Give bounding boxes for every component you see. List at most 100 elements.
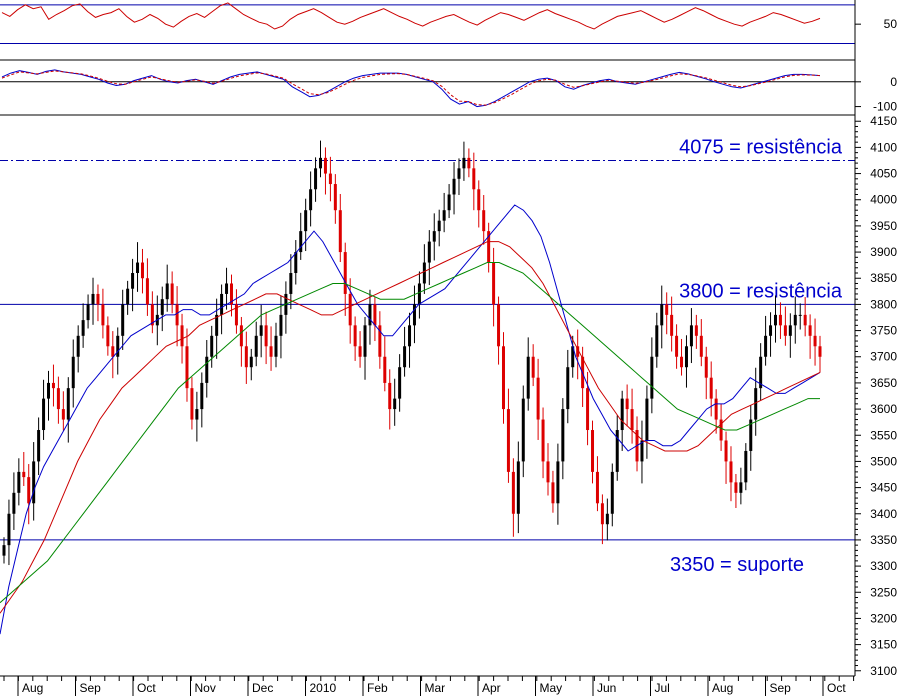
candle-body — [561, 409, 565, 462]
price-tick-label: 3500 — [870, 454, 897, 468]
candle-body — [170, 283, 174, 305]
candle-body — [645, 398, 649, 441]
candle-body — [210, 335, 214, 357]
candle-body — [368, 304, 372, 326]
candle-body — [338, 210, 342, 253]
candle-body — [121, 304, 125, 336]
candle-body — [383, 356, 387, 383]
candle-body — [467, 157, 471, 169]
x-tick-label: Apr — [482, 681, 501, 695]
moving-average-line — [0, 241, 821, 614]
candle-body — [615, 430, 619, 472]
candle-body — [12, 492, 16, 514]
candle-body — [244, 346, 248, 368]
candle-body — [600, 503, 604, 525]
guide-line-label: 4075 = resistência — [679, 136, 843, 158]
candle-body — [61, 409, 65, 420]
candle-body — [289, 273, 293, 294]
candle-body — [551, 482, 555, 504]
price-tick-label: 4100 — [870, 140, 897, 154]
candle-body — [264, 325, 268, 347]
candle-body — [22, 471, 26, 478]
candle-body — [403, 346, 407, 368]
candle-body — [437, 220, 441, 232]
candle-body — [47, 382, 51, 399]
candle-body — [482, 210, 486, 232]
candle-body — [595, 471, 599, 504]
x-tick-label: Dec — [252, 681, 273, 695]
candle-body — [32, 461, 36, 504]
x-tick-label: Feb — [367, 681, 388, 695]
candle-body — [586, 388, 590, 431]
candle-body — [605, 513, 609, 525]
candle-body — [304, 210, 308, 232]
candle-body — [373, 304, 377, 326]
candle-body — [492, 262, 496, 305]
osc-top-series-line — [1, 2, 821, 30]
candle-body — [309, 189, 313, 211]
candle-body — [452, 178, 456, 195]
candle-body — [333, 184, 337, 211]
price-tick-label: 4050 — [870, 167, 897, 181]
candle-body — [432, 231, 436, 242]
candle-body — [640, 440, 644, 462]
candle-body — [27, 477, 31, 504]
candle-body — [620, 398, 624, 431]
candle-body — [813, 335, 817, 347]
candle-body — [719, 419, 723, 441]
candle-body — [536, 377, 540, 420]
candle-body — [7, 513, 11, 546]
candle-body — [759, 356, 763, 389]
candle-body — [778, 314, 782, 326]
price-tick-label: 3700 — [870, 350, 897, 364]
price-tick-label: 3300 — [870, 559, 897, 573]
candle-body — [126, 288, 130, 305]
candle-body — [106, 325, 110, 347]
candle-body — [140, 262, 144, 279]
candle-body — [220, 293, 224, 315]
candle-body — [66, 388, 70, 420]
candle-body — [145, 278, 149, 305]
candle-body — [279, 314, 283, 336]
oscillator-top-panel: 50 — [0, 2, 897, 61]
candle-body — [516, 461, 520, 514]
candle-body — [546, 461, 550, 483]
candle-body — [101, 304, 105, 326]
price-tick-label: 3350 — [870, 533, 897, 547]
candle-body — [675, 335, 679, 357]
candle-body — [818, 346, 822, 357]
candle-body — [76, 335, 80, 357]
candle-body — [764, 335, 768, 357]
x-tick-label: Oct — [137, 681, 156, 695]
candle-body — [680, 356, 684, 368]
candle-body — [793, 314, 797, 326]
candle-body — [254, 335, 258, 357]
price-tick-label: 3550 — [870, 428, 897, 442]
candle-body — [655, 325, 659, 357]
candle-body — [798, 314, 802, 316]
candle-body — [37, 430, 41, 462]
candle-body — [239, 325, 243, 347]
candle-body — [81, 320, 85, 336]
candle-body — [412, 304, 416, 326]
x-tick-label: 2010 — [310, 681, 337, 695]
candle-body — [17, 471, 21, 493]
candle-body — [670, 314, 674, 336]
candle-body — [408, 325, 412, 347]
price-tick-label: 3850 — [870, 271, 897, 285]
candle-body — [180, 325, 184, 347]
candle-body — [610, 471, 614, 514]
candle-body — [343, 252, 347, 294]
candle-body — [185, 346, 189, 389]
candle-body — [511, 471, 515, 514]
price-tick-label: 4000 — [870, 193, 897, 207]
x-tick-label: Jun — [597, 681, 616, 695]
candle-body — [422, 262, 426, 284]
candle-body — [462, 157, 466, 169]
candle-body — [650, 356, 654, 399]
price-tick-label: 3400 — [870, 507, 897, 521]
candle-body — [427, 241, 431, 263]
price-tick-label: 3450 — [870, 481, 897, 495]
x-tick-label: Nov — [195, 681, 216, 695]
candle-body — [472, 168, 476, 190]
